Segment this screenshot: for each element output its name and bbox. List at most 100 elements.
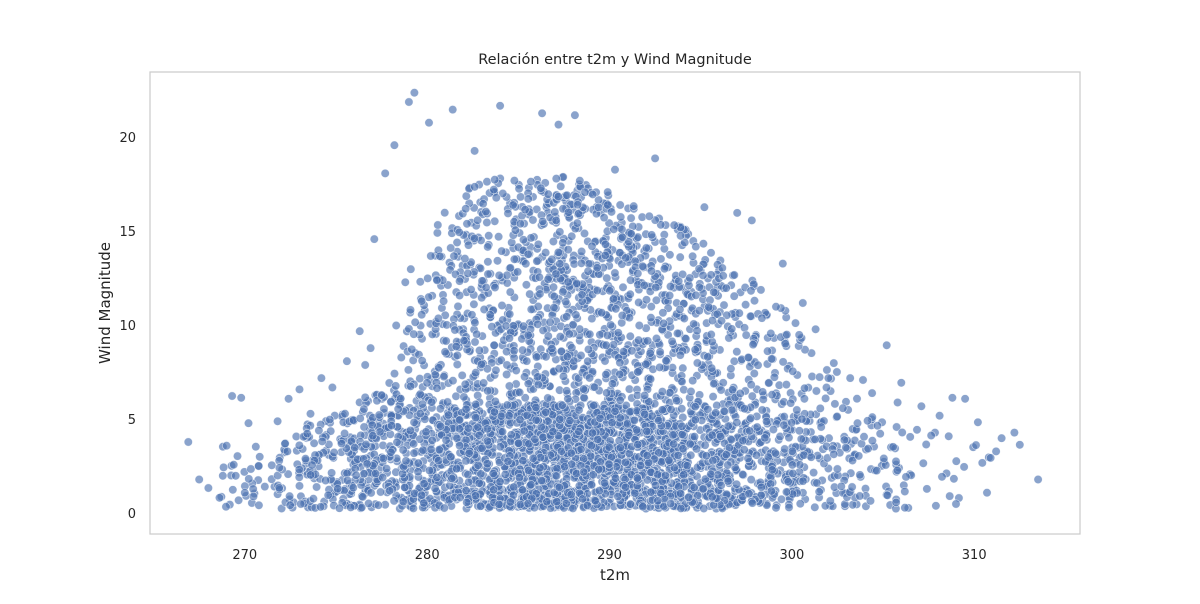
data-point [601, 370, 611, 380]
data-point [555, 414, 565, 424]
data-point [708, 456, 718, 466]
data-point [617, 224, 627, 234]
data-point [417, 296, 427, 306]
data-point [518, 345, 528, 355]
data-point [654, 415, 664, 425]
data-point [829, 449, 839, 459]
data-point [551, 215, 561, 225]
data-point [452, 350, 462, 360]
data-point [430, 483, 440, 493]
data-point [531, 402, 541, 412]
data-point [562, 190, 572, 200]
data-point [960, 394, 970, 404]
data-point [515, 415, 525, 425]
data-point [698, 270, 708, 280]
data-point [592, 263, 602, 273]
data-point [707, 315, 717, 325]
data-point [610, 406, 620, 416]
data-point [464, 477, 474, 487]
data-point [787, 446, 797, 456]
data-point [294, 464, 304, 474]
data-point [433, 313, 443, 323]
data-point [459, 392, 469, 402]
data-point [729, 291, 739, 301]
data-point [699, 503, 709, 513]
data-point [461, 404, 471, 414]
data-point [677, 377, 687, 387]
data-point [415, 409, 425, 419]
data-point [879, 453, 889, 463]
data-point [502, 347, 512, 357]
data-point [482, 424, 492, 434]
data-point [502, 278, 512, 288]
data-point [553, 192, 563, 202]
data-point [677, 421, 687, 431]
data-point [578, 384, 588, 394]
data-point [659, 264, 669, 274]
data-point [766, 328, 776, 338]
data-point [446, 452, 456, 462]
data-point [653, 470, 663, 480]
data-point [369, 234, 379, 244]
data-point [374, 410, 384, 420]
data-point [783, 477, 793, 487]
data-point [681, 334, 691, 344]
data-point [567, 231, 577, 241]
data-point [832, 367, 842, 377]
data-point [470, 337, 480, 347]
data-point [655, 362, 665, 372]
data-point [484, 231, 494, 241]
data-point [455, 276, 465, 286]
data-point [605, 286, 615, 296]
data-point [676, 231, 686, 241]
data-point [615, 395, 625, 405]
data-point [222, 441, 232, 451]
data-point [513, 267, 523, 277]
data-point [336, 438, 346, 448]
data-point [427, 397, 437, 407]
data-point [274, 463, 284, 473]
data-point [947, 393, 957, 403]
data-point [811, 324, 821, 334]
data-point [533, 379, 543, 389]
data-point [971, 440, 981, 450]
data-point [284, 394, 294, 404]
data-point [752, 422, 762, 432]
data-point [509, 254, 519, 264]
data-point [387, 421, 397, 431]
data-point [490, 175, 500, 185]
data-point [732, 347, 742, 357]
data-point [522, 356, 532, 366]
data-point [867, 436, 877, 446]
data-point [757, 313, 767, 323]
data-point [564, 329, 574, 339]
data-point [727, 324, 737, 334]
data-point [457, 370, 467, 380]
data-point [738, 469, 748, 479]
data-point [587, 241, 597, 251]
data-point [666, 499, 676, 509]
data-point [439, 372, 449, 382]
data-point [474, 345, 484, 355]
data-point [590, 382, 600, 392]
data-point [758, 394, 768, 404]
data-point [688, 376, 698, 386]
data-point [502, 270, 512, 280]
x-tick-label: 290 [597, 548, 622, 563]
data-point [579, 393, 589, 403]
data-point [509, 176, 519, 186]
data-point [845, 373, 855, 383]
data-point [254, 461, 264, 471]
data-point [432, 472, 442, 482]
data-point [409, 88, 419, 98]
data-point [645, 348, 655, 358]
data-point [555, 259, 565, 269]
data-point [528, 453, 538, 463]
data-point [398, 497, 408, 507]
data-point [506, 430, 516, 440]
data-point [625, 331, 635, 341]
data-point [667, 336, 677, 346]
data-point [267, 460, 277, 470]
data-point [640, 390, 650, 400]
